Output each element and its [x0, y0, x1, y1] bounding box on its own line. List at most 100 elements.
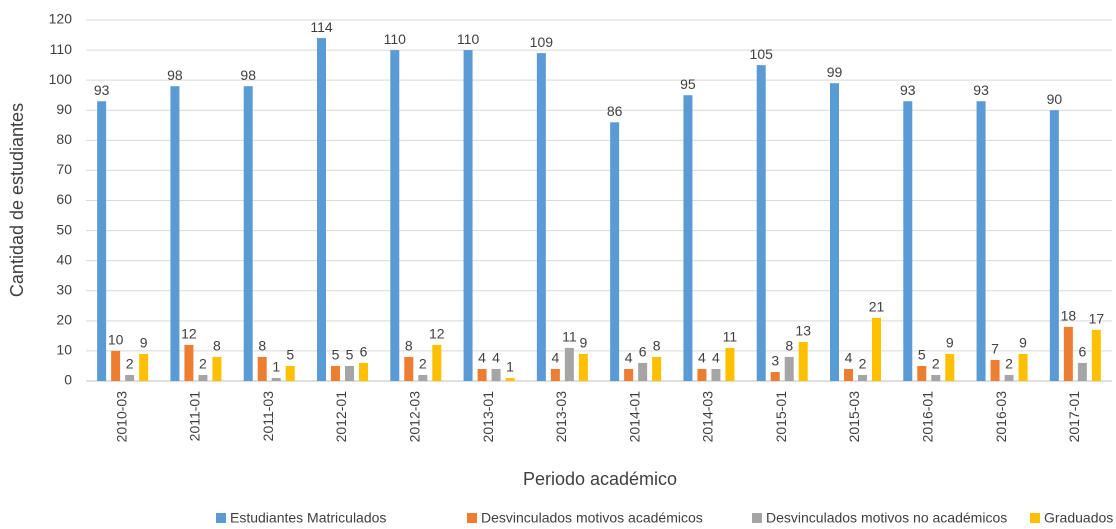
bar: [390, 50, 400, 381]
bar: [285, 365, 295, 381]
data-label: 8: [653, 338, 661, 354]
bar: [830, 83, 839, 382]
data-label: 11: [723, 329, 738, 345]
data-label: 86: [607, 103, 623, 119]
data-label: 1: [272, 359, 280, 375]
x-tick-label: 2015-01: [773, 391, 789, 443]
bar: [550, 368, 560, 381]
y-tick-label: 90: [56, 101, 72, 117]
data-label: 7: [991, 341, 999, 357]
bar: [624, 368, 634, 381]
y-tick-label: 110: [50, 41, 73, 57]
bar: [872, 317, 881, 381]
bar: [1063, 326, 1073, 381]
data-label: 6: [1078, 344, 1086, 360]
bar: [610, 122, 620, 382]
data-label: 1: [506, 359, 514, 375]
bar: [243, 86, 253, 381]
legend-swatch: [1030, 513, 1040, 523]
bar: [432, 344, 442, 381]
bar: [418, 374, 428, 381]
y-tick-label: 20: [56, 312, 72, 328]
data-label: 8: [213, 338, 221, 354]
y-tick-label: 40: [56, 251, 72, 267]
bar: [638, 362, 648, 381]
data-label: 4: [492, 350, 500, 366]
bar: [683, 95, 693, 381]
x-tick-label: 2013-01: [480, 391, 496, 443]
bar: [359, 362, 368, 381]
data-label: 6: [639, 344, 647, 360]
data-label: 93: [900, 82, 916, 98]
bar: [404, 356, 414, 381]
bar: [578, 353, 588, 381]
x-tick-label: 2016-03: [993, 391, 1009, 443]
bar: [725, 347, 735, 381]
bar: [317, 38, 326, 382]
x-tick-label: 2013-03: [553, 391, 569, 443]
x-tick-label: 2010-03: [113, 391, 129, 443]
data-label: 5: [918, 347, 926, 363]
x-axis-title: Periodo académico: [523, 469, 677, 489]
x-tick-label: 2012-01: [333, 391, 349, 443]
y-tick-label: 120: [49, 11, 73, 27]
data-label: 6: [360, 344, 368, 360]
bar: [798, 341, 808, 381]
bar: [784, 356, 794, 381]
y-tick-label: 100: [49, 71, 73, 87]
data-label: 2: [126, 356, 134, 372]
data-label: 109: [530, 34, 554, 50]
data-label: 9: [140, 335, 148, 351]
bar: [770, 371, 780, 381]
data-label: 8: [785, 338, 793, 354]
legend-swatch: [216, 513, 226, 523]
y-tick-label: 30: [56, 281, 72, 297]
bar: [990, 359, 1000, 381]
data-label: 10: [108, 332, 124, 348]
bar: [652, 356, 662, 381]
data-label: 18: [1061, 308, 1077, 324]
bar: [1004, 374, 1014, 381]
bar: [1018, 353, 1028, 381]
y-tick-label: 10: [56, 342, 72, 358]
bar: [477, 368, 487, 381]
data-label: 17: [1089, 311, 1105, 327]
bar: [463, 50, 473, 381]
bar: [858, 374, 867, 381]
data-label: 110: [457, 31, 480, 47]
legend-swatch: [752, 513, 762, 523]
legend-swatch: [467, 513, 477, 523]
data-label: 105: [750, 46, 774, 62]
bar: [257, 356, 267, 381]
data-label: 4: [698, 350, 706, 366]
data-label: 5: [346, 347, 354, 363]
legend-label: Estudiantes Matriculados: [230, 510, 386, 526]
bar: [903, 101, 913, 381]
data-label: 9: [946, 335, 954, 351]
bar: [111, 350, 121, 381]
bar: [917, 365, 927, 381]
bar: [345, 365, 354, 381]
data-label: 4: [712, 350, 720, 366]
bar: [125, 374, 135, 381]
bar: [976, 101, 986, 381]
data-label: 4: [845, 350, 853, 366]
legend-label: Graduados: [1044, 510, 1113, 526]
bar: [844, 368, 853, 381]
y-tick-label: 0: [64, 372, 72, 388]
x-tick-label: 2014-01: [626, 391, 642, 443]
x-tick-label: 2015-03: [846, 391, 862, 443]
x-tick-label: 2012-03: [406, 391, 422, 443]
bar: [139, 353, 149, 381]
x-tick-label: 2011-03: [260, 391, 276, 442]
data-label: 21: [869, 299, 885, 315]
y-tick-label: 50: [56, 221, 72, 237]
x-tick-label: 2016-01: [919, 391, 935, 443]
legend-label: Desvinculados motivos no académicos: [766, 510, 1007, 526]
bar: [1077, 362, 1087, 381]
bar: [331, 365, 340, 381]
bar: [97, 101, 107, 381]
data-label: 9: [1019, 335, 1027, 351]
bar: [756, 65, 766, 381]
